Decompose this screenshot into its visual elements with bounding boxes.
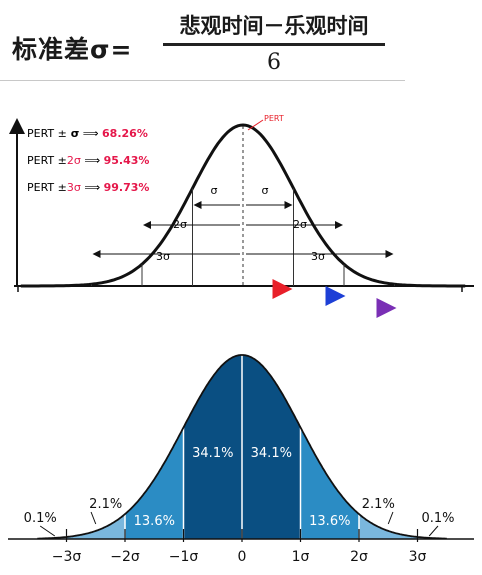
pert-span-label-2: σ	[262, 184, 269, 197]
divider	[0, 80, 405, 81]
band-label-3: 13.6%	[134, 514, 175, 529]
pert-span-label-6: 3σ	[311, 250, 325, 263]
normal-curve	[37, 354, 447, 540]
pert-span-label-1: σ	[211, 184, 218, 197]
formula-numerator: 悲观时间－乐观时间	[179, 14, 369, 38]
pert-span-label-4: 2σ	[293, 218, 307, 231]
band-label-4: 34.1%	[192, 446, 233, 461]
pert-span-label-5: 3σ	[156, 250, 170, 263]
band-label-6: 13.6%	[309, 514, 350, 529]
formula-denominator: 6	[267, 50, 281, 75]
pert-span-arrows	[92, 201, 394, 258]
x-tick-label-7: 3σ	[409, 549, 427, 565]
band-label-2: 2.1%	[89, 497, 122, 512]
pert-peak-label: PERT	[264, 114, 284, 123]
band-label-5: 34.1%	[251, 446, 292, 461]
pert-peak-pointer	[247, 119, 264, 131]
pert-legend-row-1: PERT ± σ ⟹ 68.26%	[27, 127, 148, 140]
fraction-bar	[163, 43, 385, 46]
x-tick-label-1: −3σ	[52, 549, 82, 565]
x-tick-label-3: −1σ	[169, 549, 199, 565]
formula: 标准差σ= 悲观时间－乐观时间 6	[0, 0, 482, 86]
pert-curve	[20, 123, 466, 288]
leader-left-3	[39, 525, 56, 537]
leader-right-2	[387, 511, 394, 525]
band-label-1: 0.1%	[24, 511, 57, 526]
leader-left-2	[90, 511, 97, 525]
leader-right-3	[428, 525, 439, 537]
band-label-7: 2.1%	[362, 497, 395, 512]
x-tick-label-5: 1σ	[292, 549, 310, 565]
x-tick-label-6: 2σ	[350, 549, 368, 565]
formula-label: 标准差σ=	[12, 35, 133, 64]
pert-legend-row-3: PERT ±3σ ⟹ 99.73%	[27, 181, 149, 194]
band-label-8: 0.1%	[421, 511, 454, 526]
axis-layer: −3σ −2σ −1σ 0 1σ 2σ 3σ	[8, 529, 474, 565]
pert-diagram: σ σ 2σ 2σ 3σ 3σ PERT PERT ± σ ⟹ 68.26% P…	[9, 114, 474, 318]
pert-legend-row-2: PERT ±2σ ⟹ 95.43%	[27, 154, 149, 167]
normal-distribution-chart: 0.1% 2.1% 13.6% 34.1% 34.1% 13.6% 2.1% 0.1% −3σ…	[8, 354, 474, 565]
x-tick-label-2: −2σ	[110, 549, 140, 565]
label-layer: 0.1% 2.1% 13.6% 34.1% 34.1% 13.6% 2.1% 0.1%	[24, 446, 455, 537]
pert-span-label-3: 2σ	[173, 218, 187, 231]
pert-legend: PERT ± σ ⟹ 68.26% PERT ±2σ ⟹ 95.43% PERT…	[27, 127, 149, 194]
x-tick-label-4: 0	[238, 549, 247, 565]
pert-grid-lines	[91, 188, 395, 286]
